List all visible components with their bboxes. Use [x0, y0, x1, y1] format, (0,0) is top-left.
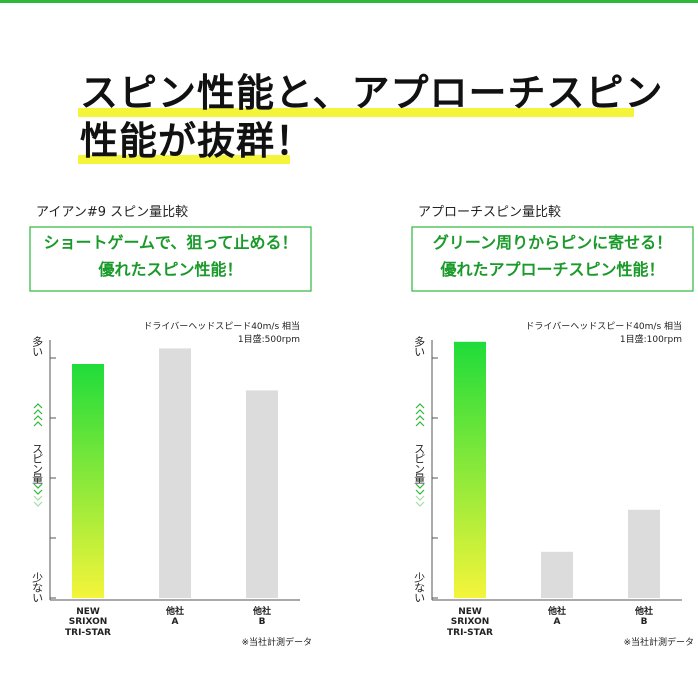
callout-box — [29, 226, 312, 292]
y-low-label: 少ない — [412, 572, 426, 602]
y-axis-label: スピン量 — [30, 443, 44, 483]
headline: 性能が抜群！ — [80, 119, 315, 163]
chevron — [33, 483, 43, 489]
chevron — [415, 421, 425, 427]
bar — [159, 348, 191, 598]
x-tick-label: 他社 A — [547, 607, 566, 628]
scale-note: 1目盛:500rpm — [237, 335, 300, 345]
source-note: ※当社計測データ — [241, 638, 312, 648]
chart-subtitle: アイアン#9 スピン量比較 — [36, 205, 189, 220]
callout-text: 優れたアプローチスピン性能！ — [440, 260, 665, 279]
callout-text: グリーン周りからピンに寄せる！ — [432, 233, 673, 252]
chevron — [415, 501, 425, 507]
y-high-label: 多い — [412, 336, 426, 356]
x-tick-label: 他社 B — [634, 607, 653, 628]
chevron — [415, 415, 425, 421]
chevron — [33, 421, 43, 427]
bar — [541, 551, 573, 598]
headline: スピン性能と、アプローチスピン — [80, 71, 664, 115]
chevron — [415, 409, 425, 415]
chevron — [33, 501, 43, 507]
bar — [246, 390, 278, 598]
chevron — [33, 489, 43, 495]
bar — [72, 364, 104, 598]
condition-note: ドライバーヘッドスピード40m/s 相当 — [525, 322, 682, 332]
chevron — [415, 483, 425, 489]
top-rule — [0, 0, 698, 3]
condition-note: ドライバーヘッドスピード40m/s 相当 — [143, 322, 300, 332]
highlight — [78, 108, 634, 117]
chevron — [33, 415, 43, 421]
bar — [454, 341, 486, 598]
chevron — [33, 409, 43, 415]
x-tick-label: 他社 A — [165, 607, 184, 628]
y-high-label: 多い — [30, 336, 44, 356]
y-low-label: 少ない — [30, 572, 44, 602]
chart-subtitle: アプローチスピン量比較 — [418, 205, 562, 220]
chevron — [415, 403, 425, 409]
highlight — [78, 155, 290, 164]
x-tick-label: 他社 B — [252, 607, 271, 628]
chevron — [33, 403, 43, 409]
bar — [628, 509, 660, 598]
callout-text: 優れたスピン性能！ — [98, 260, 243, 279]
scale-note: 1目盛:100rpm — [619, 335, 682, 345]
chevron — [415, 489, 425, 495]
callout-text: ショートゲームで、狙って止める！ — [43, 233, 298, 252]
callout-box — [411, 226, 694, 292]
y-axis-label: スピン量 — [412, 443, 426, 483]
chevron — [33, 495, 43, 501]
x-tick-label: NEW SRIXON TRI-STAR — [65, 607, 111, 638]
x-tick-label: NEW SRIXON TRI-STAR — [447, 607, 493, 638]
source-note: ※当社計測データ — [623, 638, 694, 648]
chevron — [415, 495, 425, 501]
